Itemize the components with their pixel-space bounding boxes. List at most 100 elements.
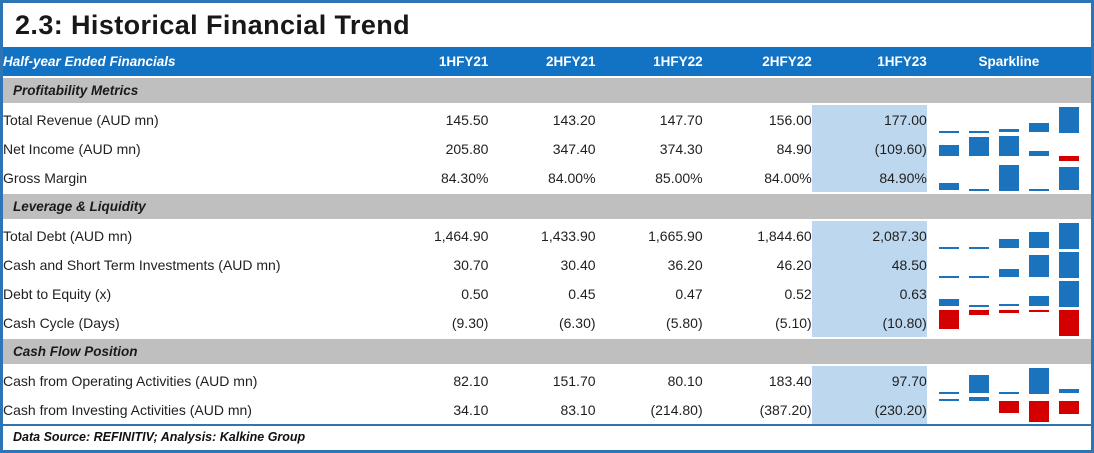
header-cell-period: 1HFY23 (811, 47, 927, 77)
sparkline-bar (938, 399, 959, 402)
value-cell: 0.52 (702, 279, 812, 308)
value-cell: 205.80 (381, 134, 489, 163)
sparkline-bar (968, 136, 989, 156)
sparkline-bar (1058, 401, 1079, 414)
value-cell: 30.40 (488, 250, 596, 279)
sparkline-bar (1028, 309, 1049, 312)
sparkline-bar (968, 275, 989, 278)
sparkline-bar (968, 246, 989, 249)
value-cell: 183.40 (702, 365, 812, 395)
value-cell-highlighted: (230.20) (811, 395, 927, 426)
sparkline (938, 309, 1079, 336)
value-cell: 84.00% (702, 163, 812, 193)
sparkline-bar (998, 269, 1019, 278)
row-label: Debt to Equity (x) (3, 279, 382, 308)
sparkline-bar (968, 375, 989, 394)
table-row: Net Income (AUD mn) 205.80 347.40 374.30 84.… (3, 134, 1091, 163)
table-row: Debt to Equity (x) 0.50 0.45 0.47 0.52 0.63 (3, 279, 1091, 308)
value-cell: 347.40 (488, 134, 596, 163)
row-label: Gross Margin (3, 163, 382, 193)
sparkline-bar (1058, 106, 1079, 133)
page-title: 2.3: Historical Financial Trend (15, 10, 411, 40)
sparkline (938, 367, 1079, 394)
value-cell-highlighted: 84.90% (811, 163, 927, 193)
sparkline-bar (1058, 222, 1079, 249)
sparkline-bar (968, 309, 989, 315)
value-cell: 1,464.90 (381, 220, 489, 250)
table-row: Total Debt (AUD mn) 1,464.90 1,433.90 1,665… (3, 220, 1091, 250)
value-cell: (387.20) (702, 395, 812, 426)
sparkline (938, 222, 1079, 249)
sparkline-bar (968, 188, 989, 191)
table-row: Cash from Operating Activities (AUD mn) 8… (3, 365, 1091, 395)
sparkline (938, 251, 1079, 278)
value-cell: 46.20 (702, 250, 812, 279)
value-cell: 374.30 (595, 134, 703, 163)
value-cell-highlighted: 0.63 (811, 279, 927, 308)
sparkline-bar (938, 182, 959, 191)
value-cell: 36.20 (595, 250, 703, 279)
sparkline-bar (938, 299, 959, 307)
sparkline-cell (926, 279, 1091, 308)
sparkline-bar (1058, 389, 1079, 394)
value-cell: 0.45 (488, 279, 596, 308)
sparkline-cell (926, 308, 1091, 338)
header-cell-period: 1HFY21 (381, 47, 489, 77)
value-cell-highlighted: (109.60) (811, 134, 927, 163)
value-cell: 34.10 (381, 395, 489, 426)
value-cell: 84.90 (702, 134, 812, 163)
value-cell: 151.70 (488, 365, 596, 395)
sparkline-bar (998, 164, 1019, 191)
value-cell-highlighted: 48.50 (811, 250, 927, 279)
table-row: Cash Cycle (Days) (9.30) (6.30) (5.80) (5.10… (3, 308, 1091, 338)
table-header-row: Half-year Ended Financials 1HFY21 2HFY21 1… (3, 47, 1091, 77)
section-header-row: Profitability Metrics (3, 76, 1091, 105)
financial-table: Half-year Ended Financials 1HFY21 2HFY21 1… (3, 47, 1091, 426)
sparkline-bar (938, 275, 959, 278)
sparkline-bar (1028, 254, 1049, 278)
sparkline-bar (938, 130, 959, 133)
value-cell: 84.30% (381, 163, 489, 193)
data-source-note: Data Source: REFINITIV; Analysis: Kalkin… (13, 430, 306, 444)
sparkline-cell (926, 163, 1091, 193)
value-cell: 82.10 (381, 365, 489, 395)
sparkline-bar (938, 144, 959, 156)
value-cell: 145.50 (381, 104, 489, 134)
header-cell-period: 2HFY22 (702, 47, 812, 77)
value-cell: (5.10) (702, 308, 812, 338)
sparkline-bar (968, 304, 989, 307)
header-row-label: Half-year Ended Financials (3, 47, 382, 77)
sparkline-bar (938, 391, 959, 394)
sparkline-bar (938, 309, 959, 329)
value-cell: 0.47 (595, 279, 703, 308)
sparkline-cell (926, 134, 1091, 163)
value-cell: (9.30) (381, 308, 489, 338)
sparkline-bar (998, 239, 1019, 249)
value-cell: 83.10 (488, 395, 596, 426)
value-cell: 147.70 (595, 104, 703, 134)
sparkline-bar (968, 130, 989, 133)
sparkline-bar (1028, 232, 1049, 249)
sparkline-bar (1028, 296, 1049, 307)
row-label: Net Income (AUD mn) (3, 134, 382, 163)
row-label: Total Revenue (AUD mn) (3, 104, 382, 134)
sparkline-bar (1058, 155, 1079, 162)
table-row: Gross Margin 84.30% 84.00% 85.00% 84.00% 84.9… (3, 163, 1091, 193)
sparkline-bar (998, 401, 1019, 413)
sparkline-bar (1058, 251, 1079, 278)
value-cell: 30.70 (381, 250, 489, 279)
value-cell: 1,844.60 (702, 220, 812, 250)
value-cell-highlighted: 97.70 (811, 365, 927, 395)
value-cell: 0.50 (381, 279, 489, 308)
table-row: Total Revenue (AUD mn) 145.50 143.20 147.70… (3, 104, 1091, 134)
value-cell: 84.00% (488, 163, 596, 193)
value-cell: 80.10 (595, 365, 703, 395)
table-row: Cash from Investing Activities (AUD mn) 3… (3, 395, 1091, 426)
sparkline (938, 135, 1079, 162)
sparkline (938, 280, 1079, 307)
section-header-row: Cash Flow Position (3, 337, 1091, 366)
sparkline-bar (938, 246, 959, 249)
row-label: Cash Cycle (Days) (3, 308, 382, 338)
value-cell: (6.30) (488, 308, 596, 338)
